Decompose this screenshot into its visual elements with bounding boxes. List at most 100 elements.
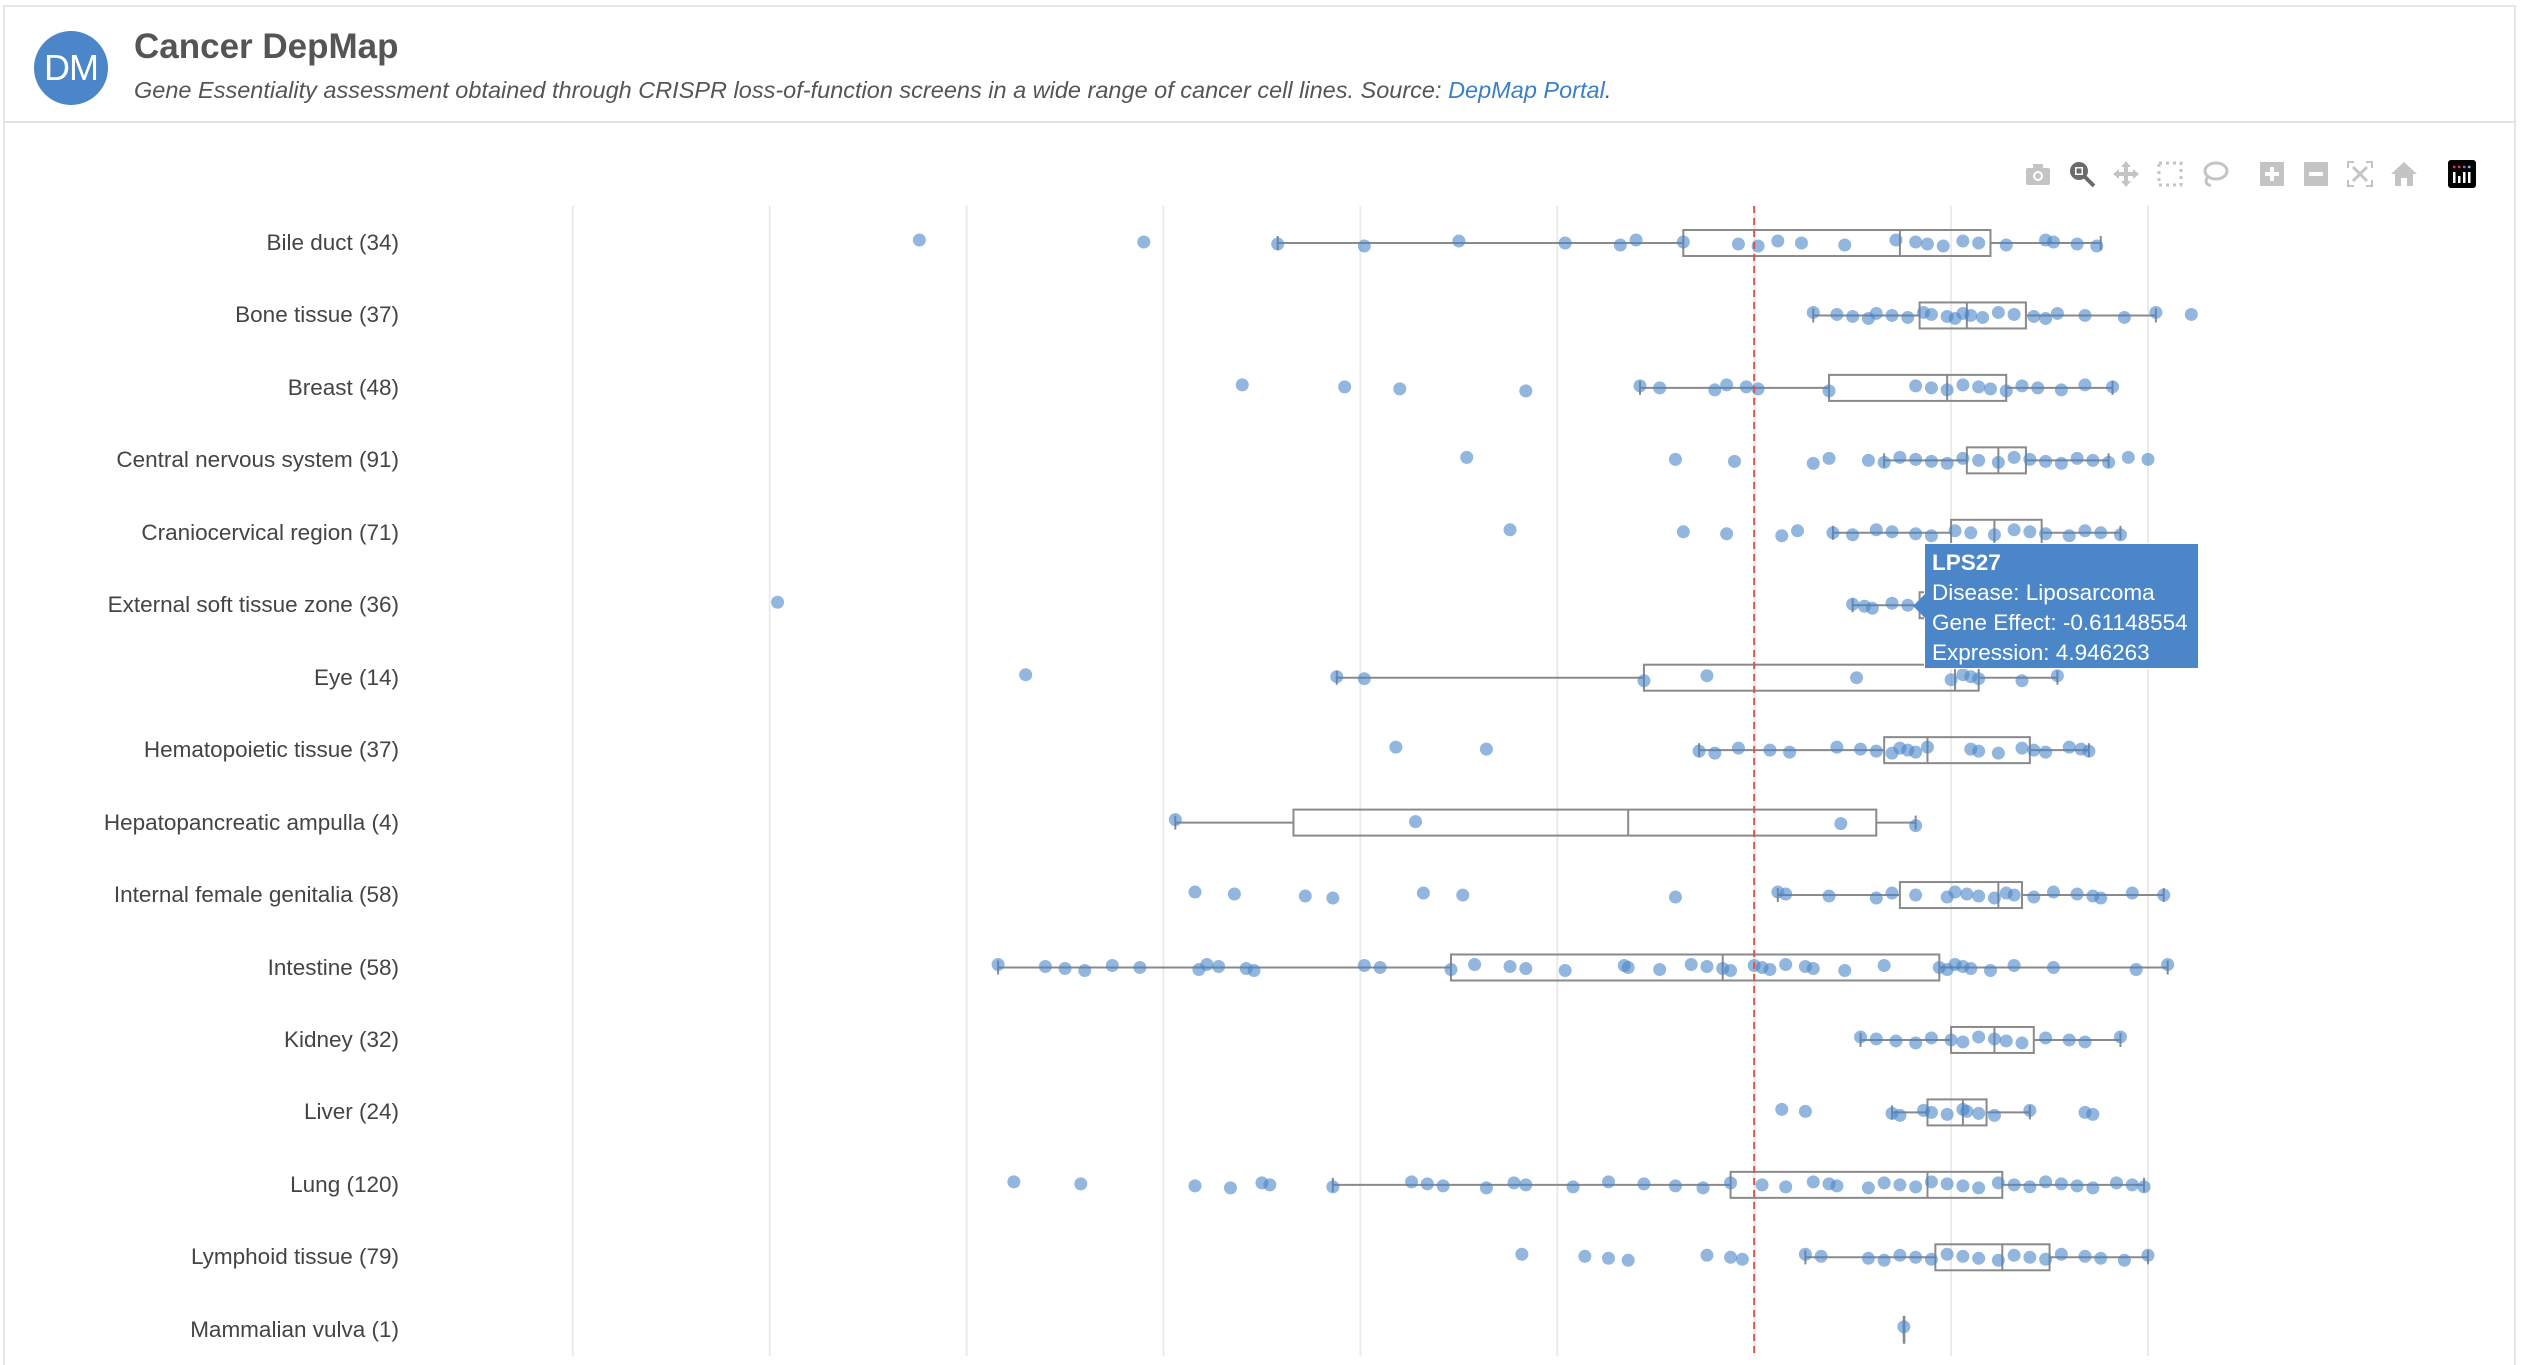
- data-point: [1924, 307, 1938, 321]
- data-point: [1897, 1320, 1911, 1334]
- data-point: [2129, 963, 2143, 976]
- data-point: [1972, 453, 1986, 467]
- box-select-button[interactable]: [2148, 156, 2192, 192]
- data-point: [2070, 451, 2084, 465]
- data-point: [1133, 961, 1147, 974]
- lasso-select-button[interactable]: [2192, 156, 2236, 192]
- data-point: [1393, 382, 1407, 396]
- lasso-icon: [2203, 161, 2229, 187]
- data-point: [2137, 1180, 2151, 1194]
- data-point: [1889, 233, 1903, 247]
- zoom-in-icon: [2260, 162, 2284, 186]
- data-point: [2023, 1103, 2037, 1117]
- data-point: [1924, 1175, 1938, 1189]
- data-point: [2046, 885, 2060, 899]
- data-point: [1676, 235, 1690, 249]
- data-point: [1893, 1178, 1907, 1192]
- zoom-button[interactable]: [2060, 156, 2104, 192]
- data-point: [1263, 1178, 1277, 1192]
- data-point: [1739, 380, 1753, 394]
- data-point: [2086, 1107, 2100, 1121]
- data-point: [2161, 958, 2175, 971]
- data-point: [1794, 236, 1808, 250]
- data-point: [2078, 524, 2092, 538]
- data-point: [1720, 378, 1734, 392]
- data-point: [1653, 381, 1667, 395]
- data-point: [1983, 382, 1997, 396]
- data-point: [1964, 962, 1978, 975]
- data-point: [1838, 238, 1852, 252]
- autoscale-button[interactable]: [2338, 156, 2382, 192]
- data-point: [2078, 378, 2092, 392]
- category-label: Liver (24): [303, 1099, 399, 1125]
- pan-button[interactable]: [2104, 156, 2148, 192]
- reset-axes-button[interactable]: [2382, 156, 2426, 192]
- data-point: [1227, 887, 1241, 901]
- data-point: [1826, 526, 1840, 540]
- data-point: [1909, 745, 1923, 759]
- data-point: [1720, 527, 1734, 541]
- box-trace: [1235, 373, 2120, 402]
- data-point: [1223, 1181, 1237, 1195]
- zoom-out-button[interactable]: [2294, 156, 2338, 192]
- data-point: [1991, 1253, 2005, 1267]
- data-point: [2027, 890, 2041, 904]
- data-point: [1972, 744, 1986, 758]
- category-label: Central nervous system (91): [116, 447, 399, 473]
- data-point: [1700, 960, 1714, 973]
- data-point: [1909, 235, 1923, 249]
- data-point: [1909, 379, 1923, 393]
- data-point: [1775, 1102, 1789, 1116]
- data-point: [1940, 1247, 1954, 1261]
- data-point: [1578, 1249, 1592, 1263]
- box-trace: [1775, 1098, 2100, 1127]
- data-point: [1763, 963, 1777, 976]
- category-label: Eye (14): [313, 664, 399, 690]
- data-point: [1944, 673, 1958, 687]
- iqr-box: [1292, 808, 1878, 837]
- data-point: [1901, 598, 1915, 612]
- box-trace: [1007, 1170, 2151, 1199]
- data-point: [1846, 597, 1860, 611]
- data-point: [1830, 307, 1844, 321]
- data-point: [1940, 1177, 1954, 1191]
- data-point: [1991, 1176, 2005, 1190]
- data-point: [2050, 669, 2064, 683]
- data-point: [2078, 1249, 2092, 1263]
- data-point: [1731, 741, 1745, 755]
- data-point: [2086, 1181, 2100, 1195]
- box-trace: [1897, 1315, 1911, 1344]
- data-point: [2046, 961, 2060, 974]
- depmap-portal-link[interactable]: DepMap Portal: [1448, 77, 1605, 103]
- data-point: [912, 233, 926, 247]
- data-point: [1806, 1175, 1820, 1189]
- data-point: [2113, 1030, 2127, 1044]
- data-point: [1038, 960, 1052, 973]
- data-point: [1948, 524, 1962, 538]
- data-point: [1621, 1253, 1635, 1267]
- download-plot-button[interactable]: [2016, 156, 2060, 192]
- data-point: [1960, 887, 1974, 901]
- data-point: [1924, 1105, 1938, 1119]
- data-point: [1924, 529, 1938, 543]
- data-point: [1779, 958, 1793, 971]
- data-point: [2007, 307, 2021, 321]
- data-point: [1373, 961, 1387, 974]
- data-point: [1861, 1181, 1875, 1195]
- plotly-logo[interactable]: [2440, 156, 2484, 192]
- data-point: [1700, 669, 1714, 683]
- data-point: [1909, 888, 1923, 902]
- data-point: [2157, 888, 2171, 902]
- data-point: [2039, 454, 2053, 468]
- data-point: [2007, 450, 2021, 464]
- category-label: Craniocervical region (71): [141, 519, 399, 545]
- data-point: [1708, 383, 1722, 397]
- data-point: [2054, 1177, 2068, 1191]
- data-point: [1960, 1104, 1974, 1118]
- data-point: [1728, 454, 1742, 468]
- zoom-in-button[interactable]: [2250, 156, 2294, 192]
- category-label: Hematopoietic tissue (37): [143, 737, 399, 763]
- data-point: [1558, 964, 1572, 977]
- data-point: [1893, 450, 1907, 464]
- category-label: Kidney (32): [283, 1026, 399, 1052]
